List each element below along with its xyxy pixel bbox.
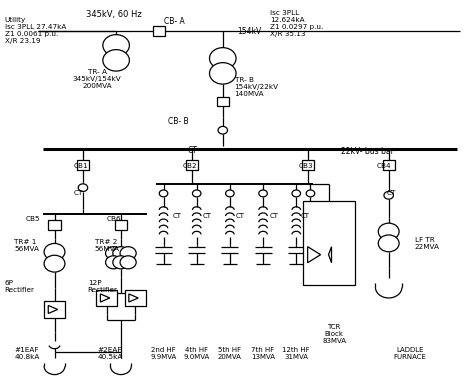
Text: 5th HF
20MVA: 5th HF 20MVA: [218, 347, 242, 360]
Text: LF TR
22MVA: LF TR 22MVA: [415, 237, 440, 250]
Text: CB6: CB6: [107, 216, 121, 223]
Bar: [115, 220, 127, 230]
Text: CB- B: CB- B: [168, 117, 189, 126]
Text: CT: CT: [269, 213, 278, 219]
Text: TR# 2
56MVA: TR# 2 56MVA: [95, 239, 120, 252]
Text: CT: CT: [236, 213, 245, 219]
Text: TR# 1
56MVA: TR# 1 56MVA: [14, 239, 39, 252]
Bar: [125, 290, 146, 306]
Text: #2EAF
40.5kA: #2EAF 40.5kA: [97, 347, 123, 360]
Bar: [217, 97, 229, 106]
Text: 154kV: 154kV: [237, 27, 261, 36]
Text: CT: CT: [386, 190, 396, 196]
Text: CB2: CB2: [182, 163, 197, 169]
Circle shape: [78, 184, 88, 192]
Circle shape: [120, 247, 136, 260]
Text: 4th HF
9.0MVA: 4th HF 9.0MVA: [183, 347, 210, 360]
Circle shape: [306, 190, 315, 197]
Bar: [303, 201, 356, 285]
Text: TCR
Block
83MVA: TCR Block 83MVA: [322, 324, 346, 344]
Circle shape: [226, 190, 234, 197]
Text: 6P
Rectifier: 6P Rectifier: [5, 280, 35, 293]
Text: CB- A: CB- A: [164, 17, 184, 26]
Text: 345kV, 60 Hz: 345kV, 60 Hz: [86, 10, 142, 18]
Circle shape: [159, 190, 168, 197]
Circle shape: [106, 247, 122, 260]
Text: TR- B
154kV/22kV
140MVA: TR- B 154kV/22kV 140MVA: [235, 77, 279, 97]
Circle shape: [120, 256, 136, 269]
Text: CB1: CB1: [73, 163, 88, 169]
Circle shape: [210, 47, 236, 69]
Circle shape: [259, 190, 267, 197]
Text: 12th HF
31MVA: 12th HF 31MVA: [283, 347, 310, 360]
Text: 22kV- bus bar: 22kV- bus bar: [341, 147, 394, 156]
Circle shape: [384, 192, 393, 199]
Bar: [153, 26, 165, 36]
Bar: [48, 220, 61, 230]
Text: Isc 3PLL
12.624kA
Z1 0.0297 p.u.
X/R 35.13: Isc 3PLL 12.624kA Z1 0.0297 p.u. X/R 35.…: [270, 10, 323, 36]
Circle shape: [113, 247, 129, 260]
Text: CT: CT: [73, 190, 83, 196]
Text: Utility
Isc 3PLL 27.47kA
Z1 0.0061 p.u.
X/R 23.19: Utility Isc 3PLL 27.47kA Z1 0.0061 p.u. …: [5, 17, 66, 44]
Text: CB5: CB5: [26, 216, 41, 223]
Text: LADDLE
FURNACE: LADDLE FURNACE: [393, 347, 427, 360]
Circle shape: [106, 256, 122, 269]
Circle shape: [44, 255, 65, 272]
Bar: [96, 290, 117, 306]
Circle shape: [113, 256, 129, 269]
Circle shape: [378, 235, 399, 252]
Circle shape: [192, 190, 201, 197]
Text: CB3: CB3: [299, 163, 313, 169]
Text: CB4: CB4: [377, 163, 392, 169]
Text: TR- A
345kV/154kV
200MVA: TR- A 345kV/154kV 200MVA: [73, 69, 121, 89]
Bar: [186, 160, 198, 170]
Circle shape: [292, 190, 301, 197]
Text: 12P
Rectifier: 12P Rectifier: [88, 280, 118, 293]
Bar: [383, 160, 395, 170]
Bar: [44, 301, 65, 318]
Circle shape: [103, 34, 129, 56]
Text: 2nd HF
9.9MVA: 2nd HF 9.9MVA: [150, 347, 177, 360]
Circle shape: [378, 223, 399, 240]
Bar: [302, 160, 314, 170]
Text: CT: CT: [173, 213, 182, 219]
Text: 7th HF
13MVA: 7th HF 13MVA: [251, 347, 275, 360]
Circle shape: [210, 63, 236, 84]
Circle shape: [103, 50, 129, 71]
Circle shape: [218, 126, 228, 134]
Text: #1EAF
40.8kA: #1EAF 40.8kA: [14, 347, 40, 360]
Text: CT: CT: [187, 146, 197, 155]
Text: CT: CT: [203, 213, 212, 219]
Circle shape: [44, 244, 65, 260]
Bar: [77, 160, 89, 170]
Text: CT: CT: [301, 213, 310, 219]
